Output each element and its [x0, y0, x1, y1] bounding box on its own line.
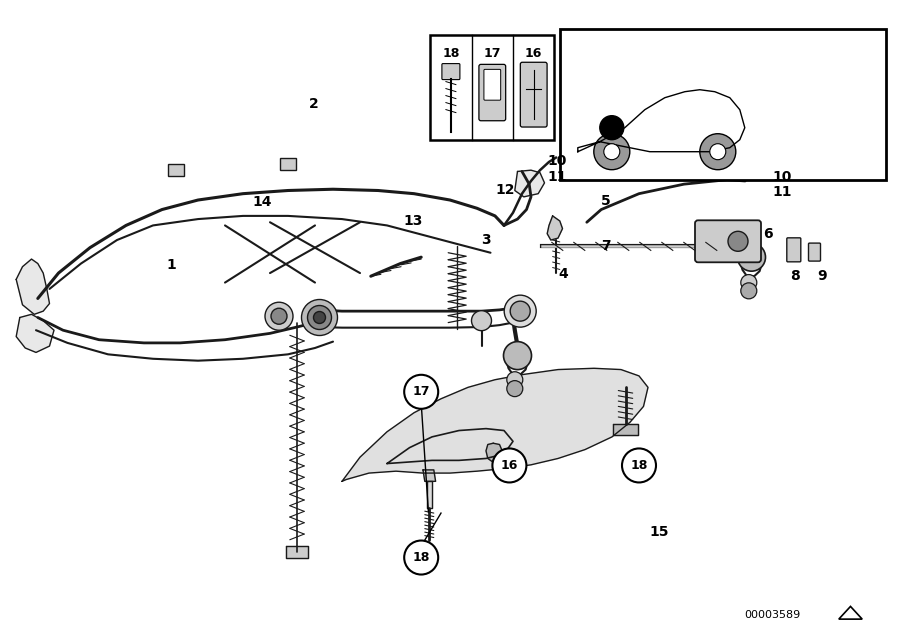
Text: 17: 17	[483, 47, 501, 60]
Circle shape	[492, 448, 526, 483]
Polygon shape	[547, 216, 562, 240]
Text: 10: 10	[547, 154, 567, 168]
Text: 14: 14	[252, 195, 272, 209]
Text: 15: 15	[650, 525, 670, 539]
Bar	[167, 164, 184, 176]
Text: 13: 13	[403, 214, 423, 228]
Text: 10: 10	[772, 170, 792, 184]
Polygon shape	[342, 368, 648, 481]
Polygon shape	[16, 314, 54, 352]
Text: 18: 18	[412, 551, 430, 564]
Bar	[560, 29, 886, 180]
Text: 5: 5	[601, 194, 611, 208]
Text: 8: 8	[790, 269, 800, 283]
Polygon shape	[613, 424, 638, 435]
FancyBboxPatch shape	[484, 69, 500, 100]
Circle shape	[728, 231, 748, 251]
Text: 18: 18	[630, 459, 648, 472]
Circle shape	[271, 308, 287, 324]
Circle shape	[737, 243, 766, 271]
Polygon shape	[486, 443, 502, 462]
FancyBboxPatch shape	[808, 243, 821, 261]
Circle shape	[710, 144, 725, 160]
Circle shape	[622, 448, 656, 483]
Polygon shape	[578, 90, 745, 152]
FancyBboxPatch shape	[520, 62, 547, 127]
Polygon shape	[286, 546, 308, 558]
Text: 7: 7	[601, 239, 611, 253]
Text: 9: 9	[817, 269, 827, 283]
FancyBboxPatch shape	[695, 220, 761, 262]
Text: 3: 3	[482, 233, 491, 247]
FancyBboxPatch shape	[787, 238, 801, 262]
Polygon shape	[423, 470, 436, 481]
Circle shape	[510, 301, 530, 321]
Text: 11: 11	[547, 170, 567, 184]
Text: 4: 4	[558, 267, 568, 281]
Circle shape	[472, 311, 491, 331]
Text: 1: 1	[166, 258, 176, 272]
Circle shape	[594, 134, 630, 170]
Circle shape	[504, 295, 536, 327]
Circle shape	[507, 371, 523, 388]
Circle shape	[507, 380, 523, 397]
FancyBboxPatch shape	[442, 64, 460, 79]
Polygon shape	[515, 170, 544, 197]
Text: 00003589: 00003589	[744, 610, 800, 620]
Bar	[280, 158, 296, 170]
Circle shape	[741, 283, 757, 299]
Text: 16: 16	[525, 47, 543, 60]
Circle shape	[741, 274, 757, 291]
Polygon shape	[427, 481, 432, 508]
Circle shape	[308, 305, 331, 330]
Circle shape	[302, 300, 338, 335]
Bar	[430, 35, 554, 140]
Circle shape	[404, 375, 438, 409]
Circle shape	[604, 144, 620, 160]
Polygon shape	[16, 259, 50, 314]
Text: 11: 11	[772, 185, 792, 199]
Text: 16: 16	[500, 459, 518, 472]
FancyBboxPatch shape	[479, 64, 506, 121]
Circle shape	[313, 312, 326, 323]
Text: 18: 18	[442, 47, 460, 60]
Circle shape	[503, 342, 532, 370]
Text: 2: 2	[309, 97, 319, 110]
Circle shape	[404, 540, 438, 575]
Circle shape	[265, 302, 293, 330]
Circle shape	[700, 134, 736, 170]
Text: 17: 17	[412, 385, 430, 398]
Text: 12: 12	[495, 184, 515, 197]
Text: 6: 6	[763, 227, 773, 241]
Circle shape	[599, 116, 624, 140]
